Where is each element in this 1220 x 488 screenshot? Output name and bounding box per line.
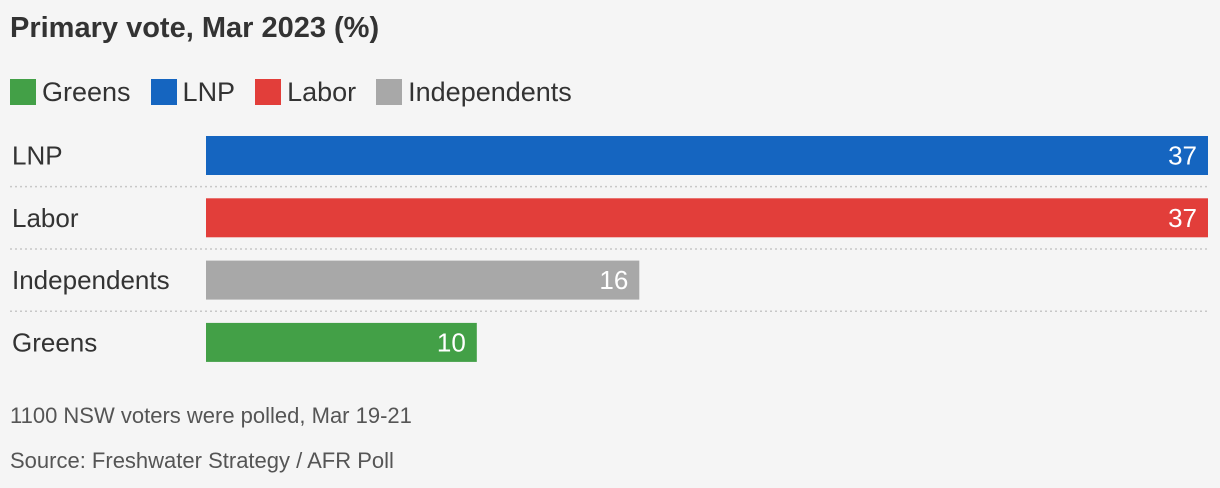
legend-swatch-independents (376, 79, 403, 105)
legend-label-greens: Greens (42, 76, 131, 107)
legend-item-independents: Independents (376, 77, 572, 108)
legend-label-independents: Independents (408, 76, 572, 107)
value-label-labor: 37 (1168, 203, 1197, 233)
category-label-greens: Greens (12, 327, 97, 357)
poll-note: 1100 NSW voters were polled, Mar 19-21 (10, 403, 412, 428)
legend-item-greens: Greens (10, 77, 131, 108)
bar-lnp (206, 136, 1208, 175)
legend-label-labor: Labor (287, 76, 357, 107)
legend-swatch-lnp (150, 79, 177, 105)
category-label-lnp: LNP (12, 141, 63, 171)
category-label-labor: Labor (12, 203, 79, 233)
bar-greens (206, 322, 477, 362)
chart-title: Primary vote, Mar 2023 (%) (10, 12, 380, 44)
value-label-lnp: 37 (1168, 141, 1197, 171)
legend-label-lnp: LNP (182, 76, 236, 107)
legend-item-lnp: LNP (150, 76, 236, 108)
legend-swatch-labor (255, 79, 282, 105)
legend: Greens LNP Labor Independents (10, 74, 592, 110)
source-note: Source: Freshwater Strategy / AFR Poll (10, 448, 394, 473)
legend-item-labor: Labor (255, 77, 356, 108)
bar-independents (206, 260, 640, 300)
bar-chart: LNP 37 Labor 37 Independents 16 Greens 10 (10, 136, 1210, 362)
legend-swatch-greens (10, 79, 36, 105)
value-label-greens: 10 (437, 327, 466, 357)
category-label-independents: Independents (12, 265, 170, 295)
bar-labor (206, 198, 1208, 238)
value-label-independents: 16 (599, 265, 628, 295)
